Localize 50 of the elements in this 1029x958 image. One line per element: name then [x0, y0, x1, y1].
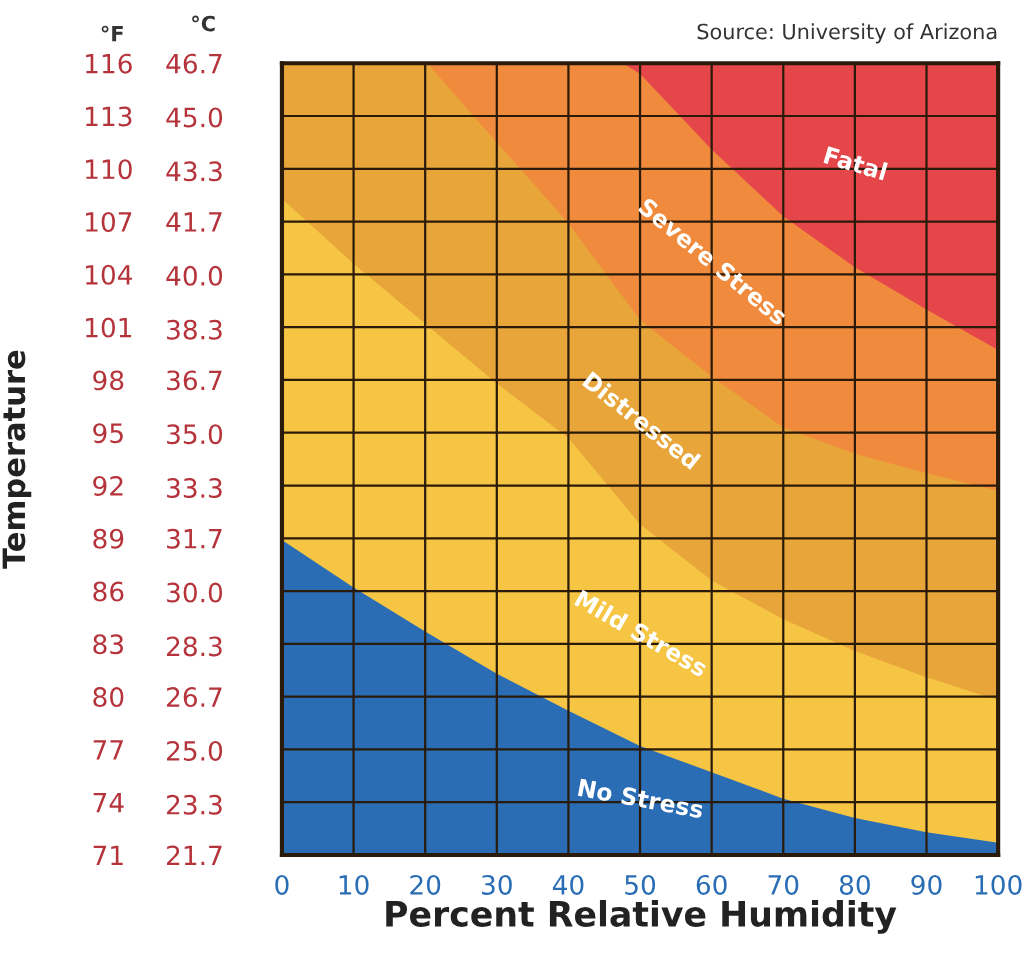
x-tick-label: 20: [410, 874, 441, 895]
y-tick-label: 89: [93, 528, 124, 549]
x-tick-label: 30: [482, 874, 512, 895]
y2-tick-label: 21.7: [167, 845, 222, 866]
y2-tick-label: 23.3: [167, 794, 222, 815]
y2-tick-label: 33.3: [167, 478, 222, 499]
y-tick-label: 83: [93, 634, 124, 655]
x-tick-label: 10: [339, 874, 369, 895]
x-axis-title: Percent Relative Humidity: [386, 900, 897, 934]
y2-tick-label: 38.3: [167, 319, 222, 340]
x-tick-label: 70: [768, 874, 799, 895]
y2-tick-label: 26.7: [167, 687, 222, 708]
source-note: Source: University of Arizona: [697, 23, 997, 44]
series-label: No Stress: [577, 778, 704, 819]
y2-tick-label: 40.0: [166, 265, 223, 286]
y-tick-label: 71: [93, 845, 123, 866]
y2-tick-label: 45.0: [166, 107, 223, 128]
text: °F: [101, 25, 123, 42]
y2-tick-label: 25.0: [167, 740, 223, 761]
y2-tick-label: 30.0: [167, 582, 223, 603]
x-tick-label: 90: [911, 874, 942, 895]
y-tick-label: 92: [93, 475, 123, 496]
y2-tick-label: 35.0: [167, 424, 223, 445]
y2-tick-label: 31.7: [167, 528, 222, 549]
y-tick-label: 77: [93, 740, 123, 760]
y-tick-label: 113: [86, 106, 132, 127]
y2-tick-label: 41.7: [166, 212, 222, 232]
x-tick-label: 80: [839, 874, 870, 895]
x-tick-label: 50: [625, 874, 656, 895]
x-tick-label: 60: [696, 874, 727, 895]
y2-tick-label: 46.7: [166, 53, 222, 74]
y2-tick-label: 28.3: [167, 636, 222, 657]
y-tick-label: 74: [93, 793, 124, 813]
x-tick-label: 0: [275, 874, 289, 895]
y2-tick-label: 43.3: [166, 161, 222, 182]
y-tick-label: 98: [93, 370, 124, 391]
y-tick-label: 101: [86, 317, 132, 338]
y-tick-label: 80: [93, 687, 124, 708]
y2-tick-label: 36.7: [167, 370, 222, 391]
x-tick-label: 100: [975, 874, 1022, 895]
x-tick-label: 40: [552, 874, 584, 895]
y-tick-label: 86: [93, 581, 124, 602]
y-axis-title: Temperature: [2, 350, 32, 569]
series-label: Fatal: [823, 145, 888, 181]
y-tick-label: 110: [86, 159, 132, 180]
y2-axis-title: °C: [192, 15, 215, 32]
y-tick-label: 104: [86, 264, 133, 285]
y-tick-label: 107: [86, 212, 132, 232]
y-tick-label: 116: [86, 53, 132, 74]
y-tick-label: 95: [93, 423, 123, 444]
